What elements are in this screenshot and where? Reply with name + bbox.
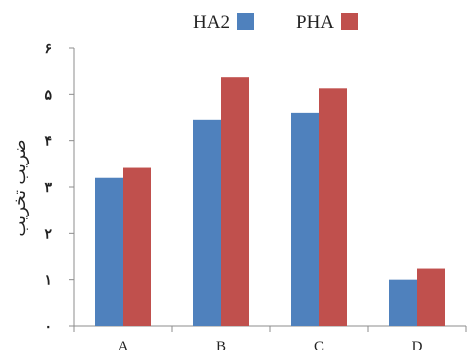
y-tick-label: ۴ [44, 134, 52, 150]
x-tick-label: B [216, 339, 226, 350]
y-tick-label: ۶ [44, 41, 52, 57]
x-tick-label: D [412, 339, 423, 350]
y-axis-label: ضریب تخریب [10, 139, 30, 236]
legend-swatch-ha2 [237, 13, 254, 30]
x-tick-label: A [118, 339, 129, 350]
legend-label-pha: PHA [296, 12, 334, 33]
legend-label-ha2: HA2 [193, 12, 230, 33]
x-ticks: A B C D [73, 326, 467, 350]
y-tick-label: ۲ [44, 226, 52, 242]
y-ticks: ۰ ۱ ۲ ۳ ۴ ۵ ۶ [44, 41, 74, 335]
y-tick-label: ۱ [44, 273, 52, 289]
bar-ha2-c [291, 112, 319, 326]
bar-pha-b [221, 77, 249, 326]
legend: HA2 PHA [193, 12, 358, 33]
x-tick-label: C [314, 339, 324, 350]
y-tick-label: ۳ [44, 180, 52, 196]
bar-ha2-b [193, 119, 221, 326]
y-tick-label: ۵ [44, 87, 52, 103]
bar-pha-d [417, 268, 445, 326]
y-tick-label: ۰ [44, 319, 52, 335]
bar-ha2-a [95, 177, 123, 326]
bar-pha-c [319, 88, 347, 326]
bar-pha-a [123, 167, 151, 326]
legend-swatch-pha [341, 13, 358, 30]
bar-ha2-d [389, 279, 417, 326]
bars [95, 77, 445, 326]
